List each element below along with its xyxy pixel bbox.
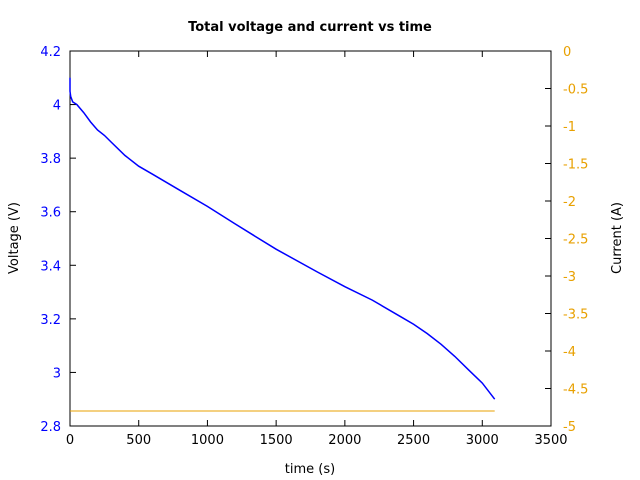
y-tick-label: 4: [53, 99, 61, 114]
chart-title: Total voltage and current vs time: [188, 20, 432, 35]
y2-axis-label: Current (A): [610, 202, 625, 274]
x-axis-label: time (s): [285, 462, 335, 477]
y2-tick-label: -3.5: [563, 308, 588, 323]
y2-tick-label: 0: [563, 45, 571, 60]
y2-tick-label: -4: [563, 345, 576, 360]
tick-labels: 0 500 1000 1500 2000 2500 3000 3500 2.8 3 3.2 3.4 3.…: [40, 45, 588, 448]
x-tick-label: 2000: [328, 433, 361, 448]
x-tick-label: 1000: [191, 433, 224, 448]
x-tick-label: 3000: [466, 433, 499, 448]
y-tick-label: 3.2: [40, 313, 61, 328]
y2-tick-label: -5: [563, 420, 576, 435]
x-tick-label: 1500: [260, 433, 293, 448]
axis-ticks: [69, 50, 552, 427]
x-tick-label: 0: [66, 433, 74, 448]
voltage-line: [69, 77, 496, 400]
y2-tick-label: -1.5: [563, 158, 588, 173]
y2-tick-label: -0.5: [563, 83, 588, 98]
y-tick-label: 3.8: [40, 152, 61, 167]
y2-tick-label: -3: [563, 270, 576, 285]
y2-tick-label: -2: [563, 195, 576, 210]
y-tick-label: 2.8: [40, 420, 61, 435]
y2-tick-label: -2.5: [563, 233, 588, 248]
x-tick-label: 3500: [534, 433, 567, 448]
x-tick-label: 2500: [397, 433, 430, 448]
y2-tick-label: -4.5: [563, 383, 588, 398]
y-tick-label: 4.2: [40, 45, 61, 60]
y-tick-label: 3.4: [40, 259, 61, 274]
data-series: [69, 77, 496, 412]
y-tick-label: 3: [53, 366, 61, 381]
y-tick-label: 3.6: [40, 206, 61, 221]
plot-frame: [69, 50, 552, 427]
y2-tick-label: -1: [563, 120, 576, 135]
y-axis-label: Voltage (V): [7, 202, 22, 274]
x-tick-label: 500: [126, 433, 151, 448]
